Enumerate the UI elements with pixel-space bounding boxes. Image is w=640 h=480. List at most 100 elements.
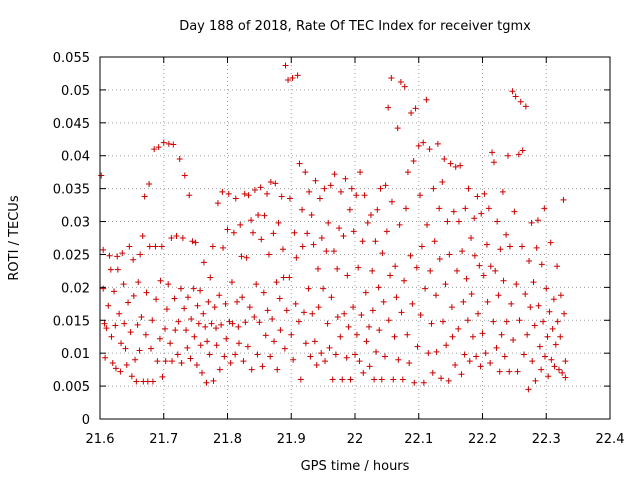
data-point (479, 330, 486, 337)
data-point (270, 230, 277, 237)
data-point (545, 373, 552, 380)
data-point (209, 243, 216, 250)
data-point (267, 353, 274, 360)
data-point (462, 205, 469, 212)
data-point (313, 362, 320, 369)
data-point (181, 305, 188, 312)
x-tick-label: 22.2 (468, 432, 497, 447)
data-point (106, 252, 113, 259)
data-point (341, 310, 348, 317)
data-point (244, 343, 251, 350)
data-point (280, 274, 287, 281)
data-point (248, 366, 255, 373)
data-point (256, 319, 263, 326)
y-tick-label: 0.005 (53, 380, 90, 395)
data-point (208, 320, 215, 327)
data-point (190, 285, 197, 292)
data-point (541, 205, 548, 212)
data-point (187, 355, 194, 362)
data-point (342, 175, 349, 182)
data-point (239, 294, 246, 301)
data-point (379, 250, 386, 257)
data-point (116, 310, 123, 317)
data-point (414, 343, 421, 350)
data-point (487, 263, 494, 270)
data-point (482, 350, 489, 357)
data-point (184, 294, 191, 301)
data-point (136, 347, 143, 354)
data-point (332, 351, 339, 358)
data-point (230, 229, 237, 236)
data-point (186, 192, 193, 199)
data-point (299, 243, 306, 250)
data-point (309, 310, 316, 317)
data-point (446, 251, 453, 258)
x-tick-label: 21.7 (149, 432, 178, 447)
data-point (318, 350, 325, 357)
data-point (137, 251, 144, 258)
data-point (126, 243, 133, 250)
data-point (432, 292, 439, 299)
data-point (282, 62, 289, 69)
axis-ticks (99, 56, 611, 420)
data-point (439, 318, 446, 325)
data-point (108, 333, 115, 340)
data-point (431, 238, 438, 245)
data-point (536, 343, 543, 350)
data-point (272, 180, 279, 187)
data-point (337, 188, 344, 195)
data-point (218, 321, 225, 328)
data-point (301, 309, 307, 316)
data-point (372, 238, 379, 245)
data-point (278, 193, 285, 200)
data-point (327, 182, 334, 189)
data-point (331, 171, 338, 178)
data-point (279, 246, 286, 253)
data-point (410, 157, 417, 164)
data-point (538, 261, 545, 268)
data-point (495, 292, 502, 299)
data-point (533, 244, 540, 251)
data-point (399, 376, 406, 383)
data-point (197, 287, 204, 294)
data-point (281, 345, 288, 352)
data-point (155, 144, 162, 151)
data-point (334, 313, 341, 320)
data-point (121, 320, 128, 327)
data-point (310, 241, 317, 248)
data-point (510, 337, 517, 344)
data-point (391, 333, 398, 340)
data-point (548, 356, 555, 363)
data-point (128, 373, 135, 380)
data-point (254, 351, 261, 358)
data-point (294, 72, 301, 79)
x-tick-label: 22 (347, 432, 364, 447)
data-point (203, 379, 210, 386)
data-point (286, 195, 293, 202)
data-point (221, 353, 228, 360)
data-point (366, 323, 373, 330)
data-point (261, 212, 268, 219)
data-point (360, 369, 367, 376)
data-point (103, 325, 110, 332)
data-point (438, 375, 445, 382)
data-point (524, 331, 531, 338)
data-point (388, 198, 395, 205)
data-point (480, 272, 487, 279)
data-point (459, 248, 466, 255)
data-point (428, 320, 435, 327)
data-point (262, 332, 269, 339)
data-point (535, 302, 542, 309)
data-point (114, 253, 121, 260)
data-point (541, 353, 548, 360)
data-point (413, 264, 420, 271)
data-point (259, 363, 266, 370)
data-point (292, 300, 299, 307)
data-point (397, 79, 404, 86)
data-point (540, 318, 547, 325)
data-point (528, 219, 535, 226)
data-point (248, 217, 255, 224)
data-point (160, 139, 167, 146)
data-point (519, 243, 526, 250)
data-point (206, 351, 213, 358)
